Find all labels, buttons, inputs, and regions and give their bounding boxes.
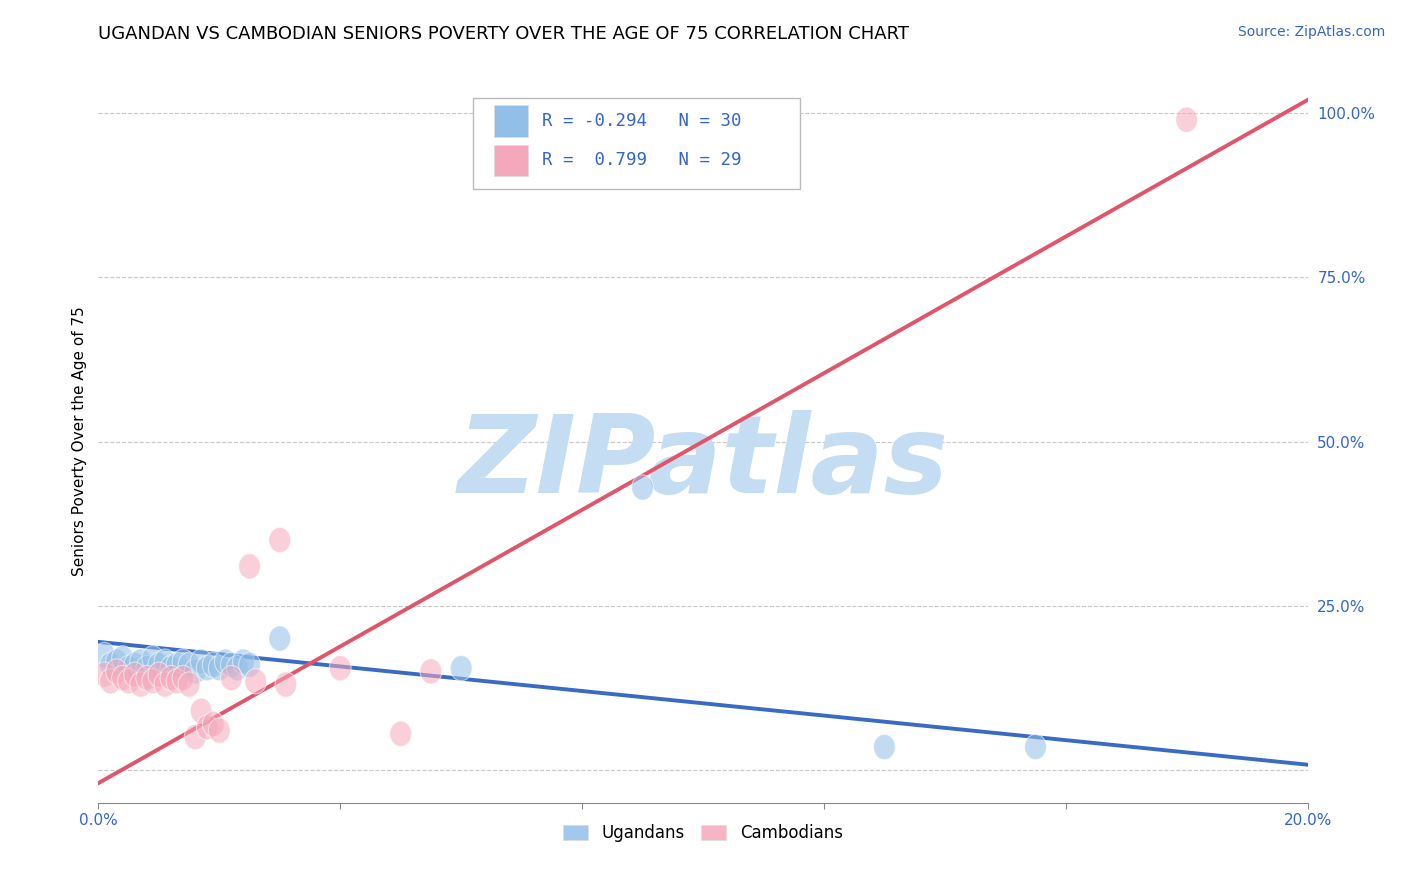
Text: Source: ZipAtlas.com: Source: ZipAtlas.com bbox=[1237, 25, 1385, 39]
Legend: Ugandans, Cambodians: Ugandans, Cambodians bbox=[557, 817, 849, 848]
Text: UGANDAN VS CAMBODIAN SENIORS POVERTY OVER THE AGE OF 75 CORRELATION CHART: UGANDAN VS CAMBODIAN SENIORS POVERTY OVE… bbox=[98, 25, 910, 43]
Text: ZIPatlas: ZIPatlas bbox=[457, 410, 949, 516]
Text: R =  0.799   N = 29: R = 0.799 N = 29 bbox=[543, 152, 742, 169]
Y-axis label: Seniors Poverty Over the Age of 75: Seniors Poverty Over the Age of 75 bbox=[72, 307, 87, 576]
FancyBboxPatch shape bbox=[474, 98, 800, 189]
FancyBboxPatch shape bbox=[494, 105, 527, 136]
Text: R = -0.294   N = 30: R = -0.294 N = 30 bbox=[543, 112, 742, 129]
FancyBboxPatch shape bbox=[494, 145, 527, 177]
